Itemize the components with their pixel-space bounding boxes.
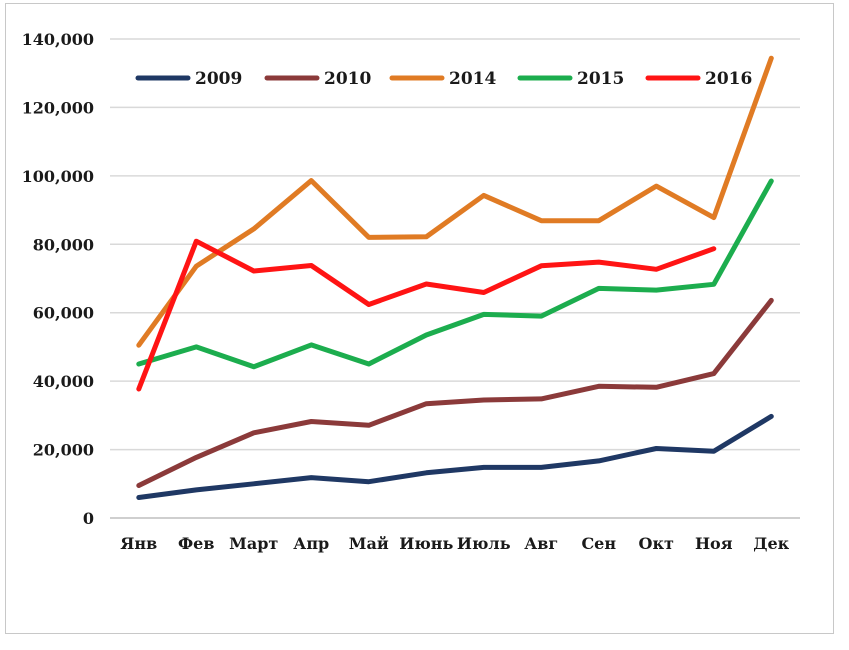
y-tick-label: 40,000 (33, 372, 94, 391)
series-line-2009 (136, 413, 774, 500)
series-line-2016 (136, 238, 717, 392)
x-tick-label: Май (349, 534, 389, 553)
x-tick-label: Авг (524, 534, 558, 553)
legend-label-2014: 2014 (449, 69, 496, 89)
y-tick-label: 120,000 (22, 98, 94, 117)
x-tick-label: Окт (639, 534, 674, 553)
series-lines (136, 55, 774, 500)
x-tick-label: Март (229, 534, 278, 553)
y-tick-label: 80,000 (33, 235, 94, 254)
x-axis: Янв Фев Март Апр Май Июнь Июль Авг Сен Окт Ноя Дек (120, 534, 789, 553)
y-tick-label: 20,000 (33, 441, 94, 460)
y-tick-label: 140,000 (22, 30, 94, 49)
x-tick-label: Апр (293, 534, 329, 553)
x-tick-label: Ноя (695, 534, 733, 553)
x-tick-label: Июль (457, 534, 511, 553)
series-line-2015 (136, 178, 774, 370)
legend-label-2009: 2009 (195, 69, 242, 89)
x-tick-label: Фев (178, 534, 214, 553)
series-line-2014 (136, 55, 774, 348)
x-tick-label: Июнь (399, 534, 453, 553)
legend: 2009 2010 2014 2015 2016 (135, 69, 752, 89)
x-tick-label: Дек (753, 534, 789, 553)
y-tick-label: 0 (83, 509, 94, 528)
x-tick-label: Янв (120, 534, 157, 553)
y-tick-label: 60,000 (33, 304, 94, 323)
series-line-2010 (136, 297, 774, 488)
legend-label-2010: 2010 (324, 69, 371, 89)
x-tick-label: Сен (581, 534, 616, 553)
gridlines (110, 38, 800, 519)
y-axis: 0 20,000 40,000 60,000 80,000 100,000 120,000 1… (22, 30, 94, 528)
legend-label-2016: 2016 (705, 69, 752, 89)
legend-label-2015: 2015 (577, 69, 624, 89)
y-tick-label: 100,000 (22, 167, 94, 186)
